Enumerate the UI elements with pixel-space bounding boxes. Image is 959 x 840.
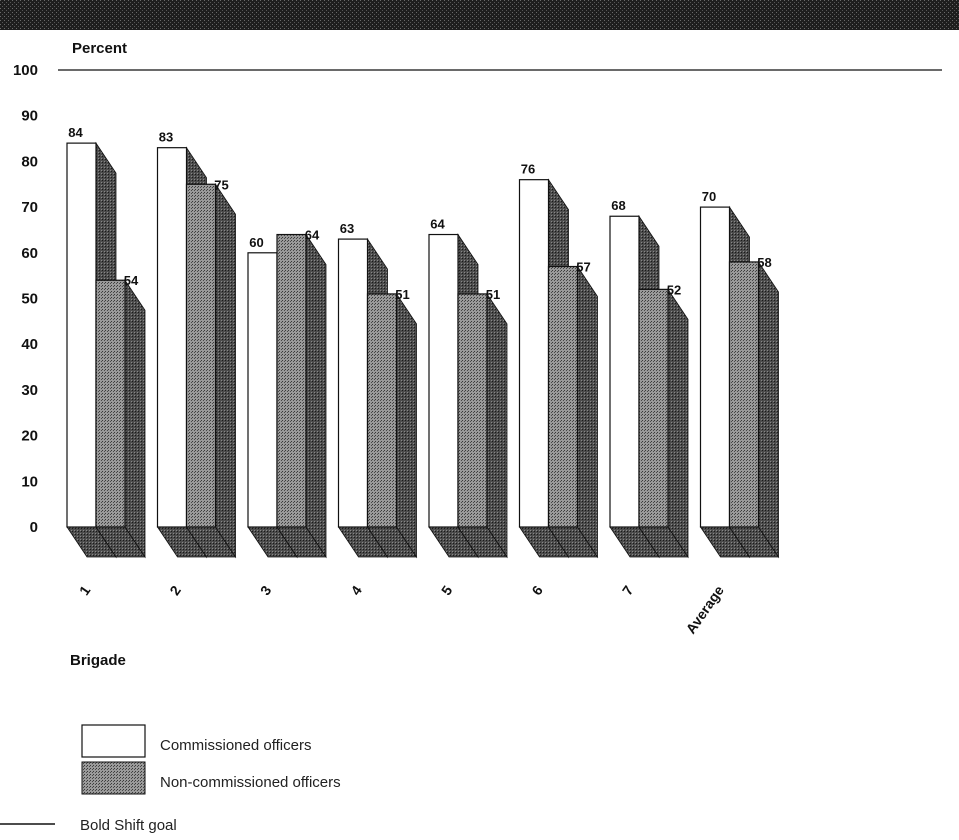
header-band <box>0 0 959 30</box>
y-tick-label: 0 <box>30 519 38 536</box>
bar-side <box>577 265 598 559</box>
bar-side <box>124 278 146 559</box>
bar-front <box>366 293 398 528</box>
data-label: 70 <box>702 189 716 204</box>
bar-noncommissioned <box>638 288 689 559</box>
y-tick-label: 10 <box>21 473 38 490</box>
bar-front <box>337 238 369 528</box>
bar-front <box>185 183 217 528</box>
y-tick-label: 80 <box>21 153 38 170</box>
y-tick-label: 40 <box>21 336 38 353</box>
bar-front <box>276 233 307 528</box>
x-axis-categories: 1 2 3 4 5 6 7 Average <box>76 582 727 636</box>
data-label: 63 <box>340 221 354 236</box>
y-axis-title: Percent <box>72 40 127 57</box>
data-label: 84 <box>68 125 83 140</box>
bar-noncommissioned <box>547 265 599 559</box>
x-tick-label: 5 <box>438 582 456 598</box>
bar-side <box>305 233 327 559</box>
bar-side <box>486 292 508 559</box>
y-tick-label: 70 <box>21 199 38 216</box>
bar-side <box>396 292 417 559</box>
y-tick-label: 90 <box>21 108 38 125</box>
bar-noncommissioned <box>366 292 418 559</box>
bar-side <box>758 260 779 559</box>
y-tick-label: 50 <box>21 291 38 308</box>
x-axis-title: Brigade <box>70 652 126 669</box>
bars: 84 54 83 75 60 64 63 51 64 51 76 57 68 52 70 58 <box>66 125 780 559</box>
bar-front <box>638 288 669 528</box>
data-label: 58 <box>757 255 771 270</box>
data-label: 64 <box>305 228 320 243</box>
y-axis-ticks: 0 10 20 30 40 50 60 70 80 90 100 <box>13 62 38 536</box>
bar-front <box>428 233 459 528</box>
legend-swatch-commissioned <box>81 724 146 758</box>
y-tick-label: 60 <box>21 245 38 262</box>
legend-label-noncommissioned: Non-commissioned officers <box>160 774 341 791</box>
bar-front <box>547 265 579 528</box>
bar-front <box>457 293 488 528</box>
bar-side <box>667 288 689 559</box>
x-tick-label: 6 <box>528 582 546 598</box>
data-label: 51 <box>486 287 500 302</box>
data-label: 60 <box>249 235 263 250</box>
bar-noncommissioned <box>457 292 508 559</box>
data-label: 76 <box>521 162 535 177</box>
bar-front <box>95 279 126 528</box>
x-tick-label: 1 <box>76 582 94 598</box>
data-label: 52 <box>667 282 681 297</box>
bar-front <box>728 261 760 528</box>
y-tick-label: 30 <box>21 382 38 399</box>
bar-front <box>66 142 97 528</box>
x-tick-label: 7 <box>619 582 637 598</box>
x-tick-label: 3 <box>257 582 275 598</box>
legend-label-goal: Bold Shift goal <box>80 817 177 834</box>
bar-noncommissioned <box>95 278 146 559</box>
data-label: 75 <box>214 177 228 192</box>
y-tick-label: 20 <box>21 428 38 445</box>
bar-noncommissioned <box>185 182 237 559</box>
x-tick-label: 4 <box>347 582 365 598</box>
legend-swatch-noncommissioned <box>81 761 146 795</box>
bar-front <box>518 179 550 528</box>
bar-noncommissioned <box>276 233 327 559</box>
legend: Commissioned officers Non-commissioned o… <box>0 724 341 834</box>
data-label: 83 <box>159 130 173 145</box>
bar-side <box>215 182 236 559</box>
y-tick-label: 100 <box>13 62 38 79</box>
data-label: 54 <box>124 273 139 288</box>
x-tick-label: Average <box>682 582 727 636</box>
bar-front <box>609 215 640 528</box>
data-label: 57 <box>576 260 590 275</box>
bar-front <box>156 147 188 528</box>
data-label: 64 <box>430 217 445 232</box>
x-tick-label: 2 <box>166 582 184 598</box>
data-label: 51 <box>395 287 409 302</box>
legend-label-commissioned: Commissioned officers <box>160 737 311 754</box>
bar-front <box>247 252 278 528</box>
bar-noncommissioned <box>728 260 780 559</box>
bar-front <box>699 206 731 528</box>
data-label: 68 <box>611 198 625 213</box>
